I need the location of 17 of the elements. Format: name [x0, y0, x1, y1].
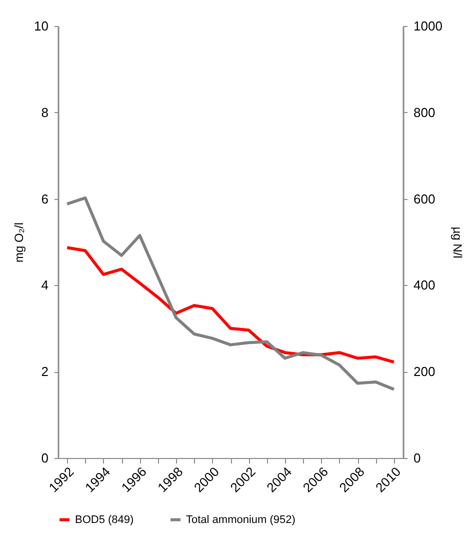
y-axis-title: mg O₂/l [12, 222, 26, 262]
y-tick-label: 2 [41, 364, 48, 380]
y2-tick-label: 0 [414, 450, 421, 466]
y-tick-label: 0 [41, 450, 48, 466]
y-tick-label: 6 [41, 191, 48, 206]
y2-tick-label: 400 [414, 278, 436, 293]
y-tick-label: 8 [41, 104, 48, 120]
y2-axis-title: µg N/l [450, 226, 464, 258]
y-tick-label: 4 [41, 278, 48, 293]
legend-label: BOD5 (849) [75, 514, 134, 526]
y2-tick-label: 200 [414, 364, 436, 380]
legend-label: Total ammonium (952) [186, 514, 296, 526]
y2-tick-label: 600 [414, 191, 436, 206]
y2-tick-label: 1000 [414, 18, 442, 34]
line-series [66, 196, 396, 391]
y-tick-label: 10 [34, 18, 48, 34]
y2-tick-label: 800 [414, 104, 436, 120]
